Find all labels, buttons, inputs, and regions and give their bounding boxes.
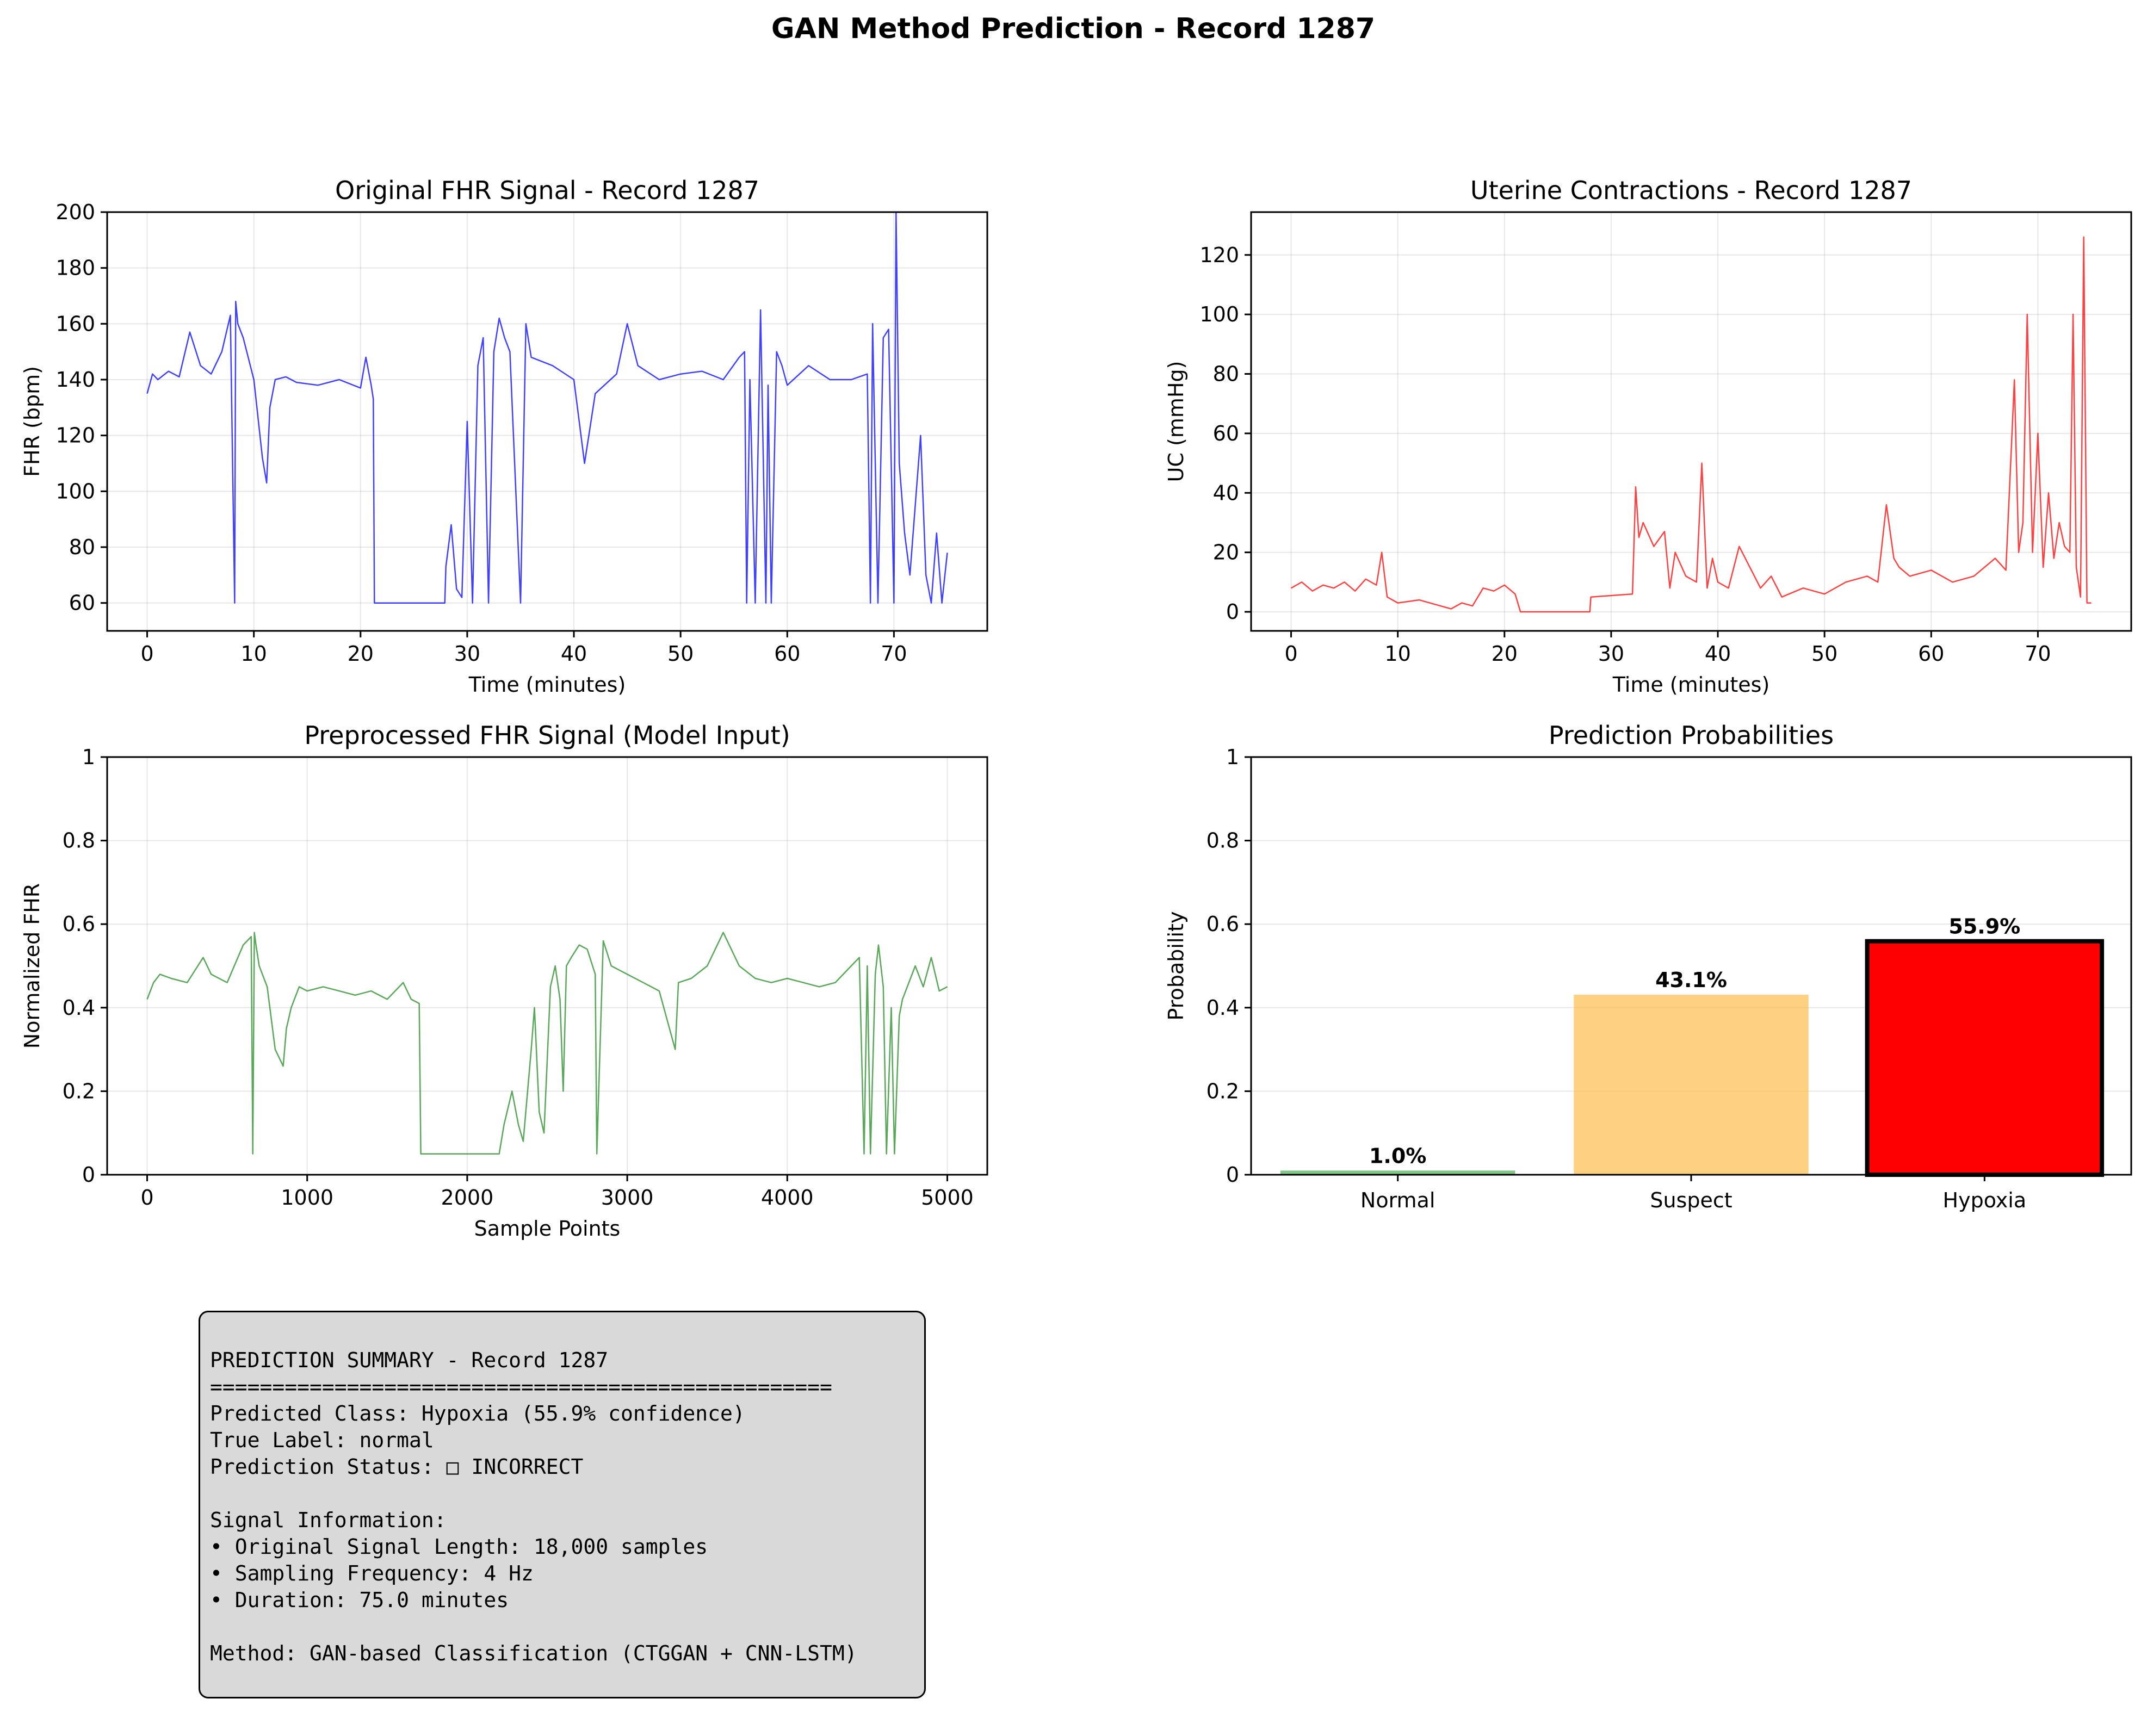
x-tick-label: 70 bbox=[881, 642, 907, 666]
summary-line: True Label: normal bbox=[210, 1428, 434, 1452]
x-tick-label: 0 bbox=[140, 642, 153, 666]
x-tick-label: Suspect bbox=[1650, 1188, 1732, 1212]
axes-frame bbox=[1250, 756, 2132, 1176]
summary-line: Prediction Status: □ INCORRECT bbox=[210, 1455, 584, 1479]
x-tick-label: 20 bbox=[1492, 642, 1518, 666]
y-axis-label: Normalized FHR bbox=[20, 883, 44, 1049]
x-tick-label: 50 bbox=[667, 642, 694, 666]
y-tick-label: 20 bbox=[1213, 541, 1239, 565]
x-tick-label: 40 bbox=[561, 642, 587, 666]
bar-value-label: 1.0% bbox=[1369, 1144, 1426, 1168]
series-line bbox=[146, 932, 948, 1155]
summary-line: • Sampling Frequency: 4 Hz bbox=[210, 1561, 534, 1585]
x-tick-label: 20 bbox=[348, 642, 374, 666]
x-tick-label: 2000 bbox=[441, 1186, 494, 1210]
y-tick-label: 140 bbox=[55, 368, 95, 392]
x-tick-label: 50 bbox=[1811, 642, 1837, 666]
summary-line: • Duration: 75.0 minutes bbox=[210, 1588, 509, 1612]
x-tick-label: 0 bbox=[1284, 642, 1297, 666]
y-axis-label: UC (mmHg) bbox=[1164, 361, 1188, 482]
x-axis-label: Time (minutes) bbox=[1612, 673, 1770, 697]
y-tick-label: 100 bbox=[1199, 302, 1239, 326]
y-axis-label: Probability bbox=[1164, 912, 1188, 1021]
bar-suspect bbox=[1574, 994, 1809, 1175]
x-tick-label: 4000 bbox=[761, 1186, 814, 1210]
y-tick-label: 0.6 bbox=[1206, 912, 1239, 936]
bar-normal bbox=[1280, 1170, 1515, 1175]
y-tick-label: 60 bbox=[1213, 421, 1239, 445]
x-tick-label: Normal bbox=[1360, 1188, 1436, 1212]
series-line bbox=[1290, 236, 2092, 613]
x-tick-label: 5000 bbox=[921, 1186, 974, 1210]
x-tick-label: 30 bbox=[454, 642, 480, 666]
x-tick-label: 60 bbox=[774, 642, 800, 666]
chart-panel-3: 0 1000 2000 3000 4000 5000 0 0.2 0.4 0.6 0.8 1 Prepr… bbox=[20, 721, 988, 1241]
chart-panel-1: 0 10 20 30 40 50 60 70 60 80 100 120 140 160 180 200 Ori… bbox=[20, 176, 988, 697]
x-tick-label: 1000 bbox=[281, 1186, 333, 1210]
y-tick-label: 40 bbox=[1213, 481, 1239, 505]
summary-line bbox=[210, 1480, 924, 1507]
series-line bbox=[146, 211, 948, 604]
chart-panel-2: 0 10 20 30 40 50 60 70 0 20 40 60 80 100 120 Uterine Co… bbox=[1164, 176, 2132, 697]
summary-line: ========================================… bbox=[210, 1375, 832, 1399]
y-tick-label: 200 bbox=[55, 200, 95, 224]
x-tick-label: Hypoxia bbox=[1943, 1188, 2027, 1212]
y-tick-label: 120 bbox=[1199, 243, 1239, 267]
summary-line: Signal Information: bbox=[210, 1508, 447, 1532]
y-tick-label: 1 bbox=[82, 745, 95, 769]
panel-title: Preprocessed FHR Signal (Model Input) bbox=[304, 721, 790, 750]
y-tick-label: 0.2 bbox=[63, 1079, 95, 1103]
y-tick-label: 120 bbox=[55, 424, 95, 448]
x-tick-label: 60 bbox=[1918, 642, 1944, 666]
x-axis-label: Sample Points bbox=[474, 1217, 621, 1241]
axes-frame bbox=[1250, 211, 2132, 632]
chart-panel-4: 1.0% Normal 43.1% Suspect 55.9% Hypoxia 0 0.2 0.… bbox=[1164, 721, 2132, 1212]
bar-value-label: 55.9% bbox=[1948, 915, 2020, 939]
y-tick-label: 60 bbox=[69, 591, 95, 615]
y-tick-label: 0 bbox=[1226, 1163, 1239, 1187]
bar-value-label: 43.1% bbox=[1655, 968, 1727, 992]
x-tick-label: 0 bbox=[140, 1186, 153, 1210]
summary-line bbox=[210, 1614, 924, 1640]
y-tick-label: 0.8 bbox=[63, 829, 95, 853]
y-tick-label: 1 bbox=[1226, 745, 1239, 769]
axes-frame bbox=[106, 756, 988, 1176]
summary-line: • Original Signal Length: 18,000 samples bbox=[210, 1535, 708, 1559]
y-tick-label: 0.6 bbox=[63, 912, 95, 936]
summary-line: PREDICTION SUMMARY - Record 1287 bbox=[210, 1348, 609, 1372]
y-tick-label: 0.4 bbox=[63, 996, 95, 1020]
prediction-summary-box: PREDICTION SUMMARY - Record 1287 =======… bbox=[199, 1311, 926, 1698]
x-tick-label: 40 bbox=[1705, 642, 1731, 666]
panel-title: Original FHR Signal - Record 1287 bbox=[335, 176, 759, 205]
bar-hypoxia bbox=[1865, 939, 2105, 1177]
panel-title: Uterine Contractions - Record 1287 bbox=[1470, 176, 1912, 205]
y-tick-label: 0.8 bbox=[1206, 829, 1239, 853]
x-tick-label: 10 bbox=[1384, 642, 1410, 666]
axes-frame bbox=[106, 211, 988, 632]
y-tick-label: 180 bbox=[55, 256, 95, 280]
y-tick-label: 0.2 bbox=[1206, 1079, 1239, 1103]
y-tick-label: 0.4 bbox=[1206, 996, 1239, 1020]
x-tick-label: 70 bbox=[2025, 642, 2051, 666]
figure-title: GAN Method Prediction - Record 1287 bbox=[771, 13, 1375, 45]
x-tick-label: 30 bbox=[1598, 642, 1624, 666]
y-tick-label: 160 bbox=[55, 312, 95, 336]
y-axis-label: FHR (bpm) bbox=[20, 366, 44, 477]
x-axis-label: Time (minutes) bbox=[468, 673, 626, 697]
y-tick-label: 100 bbox=[55, 479, 95, 503]
summary-line: Predicted Class: Hypoxia (55.9% confiden… bbox=[210, 1402, 745, 1425]
y-tick-label: 0 bbox=[82, 1163, 95, 1187]
x-tick-label: 3000 bbox=[601, 1186, 654, 1210]
summary-line: Method: GAN-based Classification (CTGGAN… bbox=[210, 1641, 857, 1665]
y-tick-label: 0 bbox=[1226, 600, 1239, 624]
panel-title: Prediction Probabilities bbox=[1549, 721, 1834, 750]
y-tick-label: 80 bbox=[1213, 362, 1239, 386]
y-tick-label: 80 bbox=[69, 535, 95, 559]
x-tick-label: 10 bbox=[240, 642, 267, 666]
